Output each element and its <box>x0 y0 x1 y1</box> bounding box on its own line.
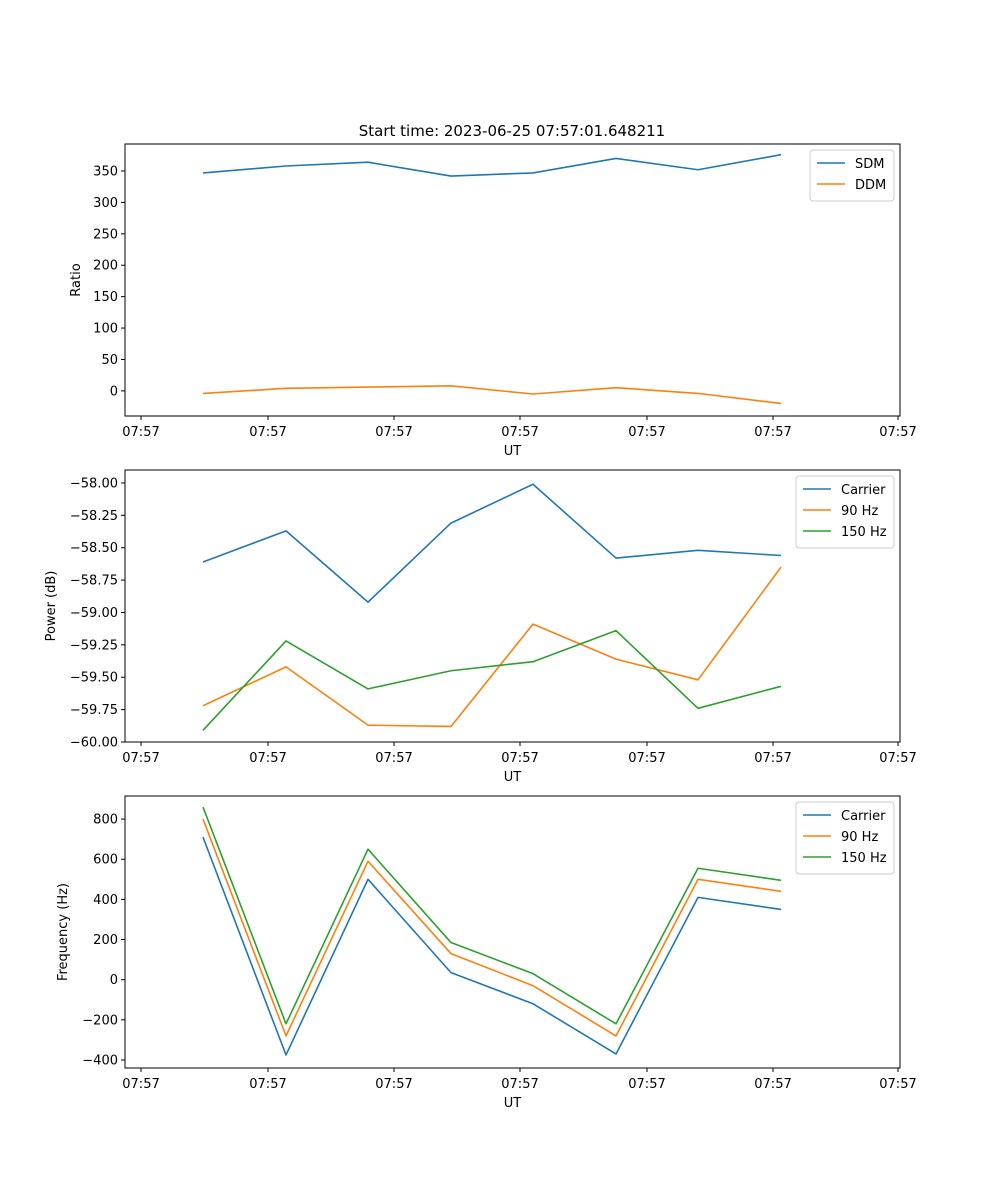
frequency-y-tick-label: −400 <box>82 1053 118 1068</box>
frequency-legend-box <box>795 801 895 875</box>
frequency-series-line-carrier <box>202 836 782 1056</box>
ratio-x-tick-label: 07:57 <box>375 425 412 440</box>
ratio-axes-frame <box>124 143 901 417</box>
power-x-tick-label: 07:57 <box>754 751 791 766</box>
power-series-line-150-hz <box>202 629 782 731</box>
ratio-y-tick-label: 200 <box>93 259 118 274</box>
power-panel: 07:57 07:57 07:57 07:57 07:57 07:57 07:57 −60.0… <box>44 469 917 785</box>
power-axes-frame <box>124 469 901 743</box>
frequency-x-tick-label: 07:57 <box>501 1077 538 1092</box>
ratio-x-tick-label: 07:57 <box>628 425 665 440</box>
frequency-y-tick-label: 200 <box>93 933 118 948</box>
power-series-line-carrier <box>202 483 782 603</box>
frequency-legend: Carrier 90 Hz 150 Hz <box>795 801 895 875</box>
power-legend: Carrier 90 Hz 150 Hz <box>795 475 895 549</box>
frequency-panel: 07:57 07:57 07:57 07:57 07:57 07:57 07:57 −400 −… <box>56 795 917 1111</box>
power-y-tick-label: −58.75 <box>70 574 118 589</box>
frequency-series-line-150-hz <box>202 806 782 1025</box>
ratio-y-tick-label: 350 <box>93 165 118 180</box>
power-y-tick-label: −59.00 <box>70 606 118 621</box>
ratio-x-tick-label: 07:57 <box>754 425 791 440</box>
power-x-tick-label: 07:57 <box>249 751 286 766</box>
power-y-tick-label: −60.00 <box>70 736 118 751</box>
ratio-y-axis-label: Ratio <box>69 263 84 296</box>
power-y-tick-label: −59.75 <box>70 703 118 718</box>
ratio-x-axis-label: UT <box>504 444 522 459</box>
frequency-x-tick-label: 07:57 <box>754 1077 791 1092</box>
power-y-tick-label: −58.50 <box>70 541 118 556</box>
power-x-tick-label: 07:57 <box>628 751 665 766</box>
ratio-series-line-sdm <box>202 153 782 177</box>
frequency-y-tick-label: 800 <box>93 813 118 828</box>
ratio-x-tick-label: 07:57 <box>501 425 538 440</box>
power-y-tick-label: −59.50 <box>70 671 118 686</box>
power-x-tick-label: 07:57 <box>122 751 159 766</box>
ratio-y-tick-label: 300 <box>93 196 118 211</box>
power-y-tick-label: −59.25 <box>70 638 118 653</box>
power-x-tick-label: 07:57 <box>375 751 412 766</box>
ratio-y-tick-label: 0 <box>110 384 118 399</box>
power-series-line-90-hz <box>202 566 782 728</box>
frequency-legend-label: 150 Hz <box>841 851 887 866</box>
power-x-tick-label: 07:57 <box>879 751 916 766</box>
frequency-x-tick-label: 07:57 <box>375 1077 412 1092</box>
frequency-y-tick-label: −200 <box>82 1013 118 1028</box>
ratio-panel: 07:57 07:57 07:57 07:57 07:57 07:57 07:57 0 50 10… <box>69 143 917 459</box>
frequency-y-tick-label: 0 <box>110 973 118 988</box>
ratio-series-line-ddm <box>202 385 782 405</box>
ratio-x-tick-label: 07:57 <box>122 425 159 440</box>
ratio-y-tick-label: 250 <box>93 227 118 242</box>
frequency-x-tick-label: 07:57 <box>249 1077 286 1092</box>
power-y-axis-label: Power (dB) <box>44 571 59 642</box>
power-legend-label: 90 Hz <box>841 504 878 519</box>
ratio-y-tick-label: 50 <box>101 353 118 368</box>
frequency-legend-label: 90 Hz <box>841 830 878 845</box>
power-x-axis-label: UT <box>504 770 522 785</box>
frequency-x-tick-label: 07:57 <box>879 1077 916 1092</box>
frequency-axes-frame <box>124 795 901 1069</box>
power-y-tick-label: −58.25 <box>70 509 118 524</box>
ratio-legend-label: DDM <box>855 178 886 193</box>
frequency-x-tick-label: 07:57 <box>122 1077 159 1092</box>
ratio-legend: SDM DDM <box>809 149 895 202</box>
frequency-x-tick-label: 07:57 <box>628 1077 665 1092</box>
frequency-x-axis-label: UT <box>504 1096 522 1111</box>
power-legend-label: 150 Hz <box>841 525 887 540</box>
ratio-legend-label: SDM <box>855 157 884 172</box>
frequency-y-tick-label: 600 <box>93 853 118 868</box>
figure-title: Start time: 2023-06-25 07:57:01.648211 <box>359 122 665 140</box>
frequency-series-line-90-hz <box>202 818 782 1037</box>
power-legend-label: Carrier <box>841 483 886 498</box>
power-y-tick-label: −58.00 <box>70 476 118 491</box>
frequency-y-tick-label: 400 <box>93 893 118 908</box>
ratio-y-tick-label: 150 <box>93 290 118 305</box>
frequency-y-axis-label: Frequency (Hz) <box>56 883 71 981</box>
power-legend-box <box>795 475 895 549</box>
power-x-tick-label: 07:57 <box>501 751 538 766</box>
ratio-x-tick-label: 07:57 <box>249 425 286 440</box>
ratio-y-tick-label: 100 <box>93 322 118 337</box>
frequency-legend-label: Carrier <box>841 809 886 824</box>
ratio-x-tick-label: 07:57 <box>879 425 916 440</box>
